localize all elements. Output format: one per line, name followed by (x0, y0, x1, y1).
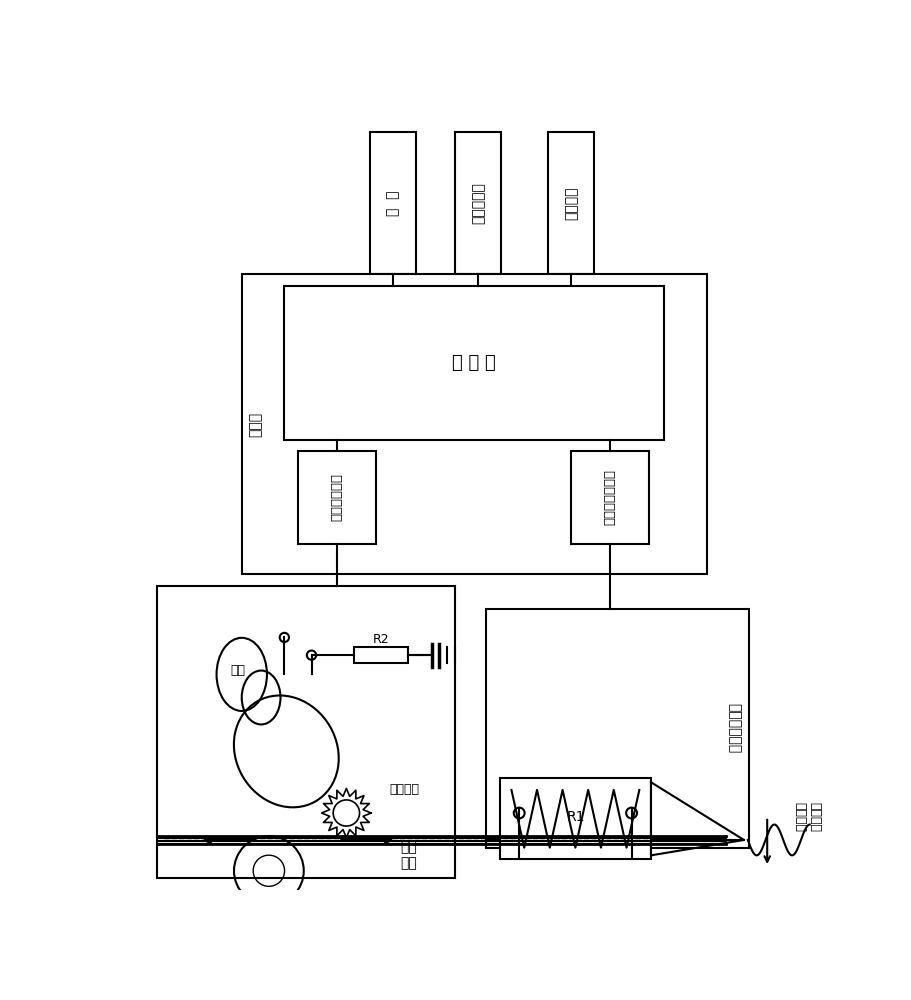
Text: R1: R1 (566, 810, 585, 824)
Text: 送料
机构: 送料 机构 (400, 840, 416, 870)
Text: 电机: 电机 (230, 664, 245, 677)
Text: R2: R2 (373, 633, 390, 646)
Bar (157, 586, 455, 878)
Circle shape (307, 651, 316, 660)
Bar (241, 274, 707, 574)
Text: 融化后的
打印材料: 融化后的 打印材料 (793, 802, 822, 832)
Bar (298, 451, 376, 544)
Bar (284, 286, 664, 440)
Bar (486, 609, 750, 848)
Bar (354, 647, 408, 663)
Text: 状态指示灯: 状态指示灯 (471, 182, 486, 224)
Bar (370, 132, 416, 274)
Bar (548, 132, 594, 274)
Circle shape (280, 633, 289, 642)
Text: 单 片 机: 单 片 机 (453, 354, 496, 372)
Text: 打印头控制单元: 打印头控制单元 (603, 469, 617, 525)
Text: 电加热打印头: 电加热打印头 (727, 703, 741, 753)
Bar (500, 778, 651, 859)
Bar (455, 132, 501, 274)
Text: 电流控制单元: 电流控制单元 (331, 473, 343, 521)
Text: 控制板: 控制板 (249, 412, 262, 437)
Bar (571, 451, 649, 544)
Text: 操作按钒: 操作按钒 (564, 186, 578, 220)
Circle shape (626, 808, 637, 818)
Circle shape (514, 808, 525, 818)
Text: 送丝齿轮: 送丝齿轮 (389, 783, 419, 796)
Text: 电  源: 电 源 (386, 190, 400, 216)
